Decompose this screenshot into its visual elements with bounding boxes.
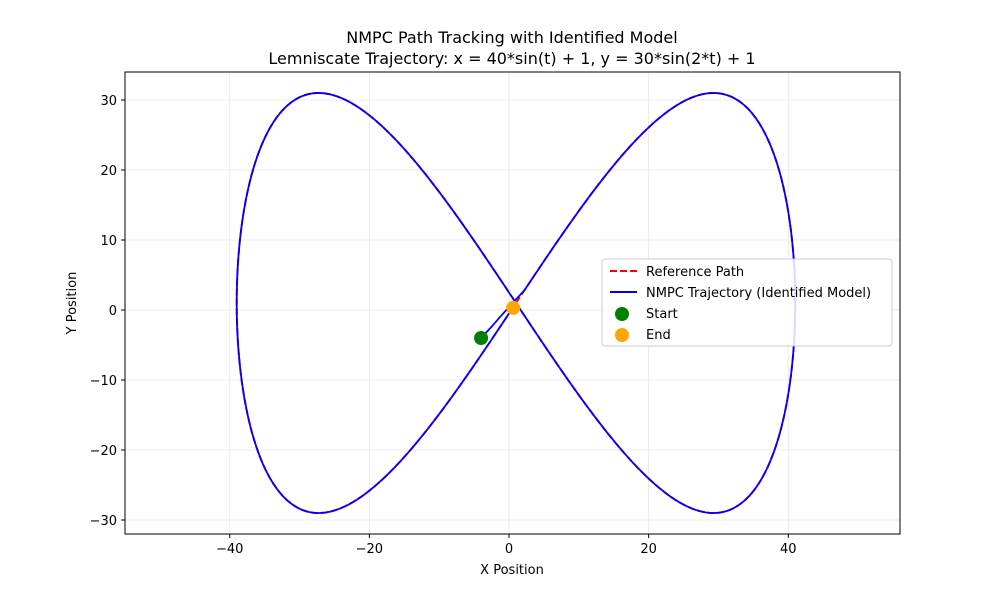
legend-end-swatch xyxy=(615,328,629,342)
x-tick-label: −20 xyxy=(356,542,383,557)
chart-subtitle: Lemniscate Trajectory: x = 40*sin(t) + 1… xyxy=(268,49,755,68)
y-axis-label: Y Position xyxy=(65,272,80,336)
x-tick-label: 20 xyxy=(640,542,657,557)
start-marker xyxy=(474,331,489,345)
legend-nmpc-trajectory-label: NMPC Trajectory (Identified Model) xyxy=(646,286,871,301)
legend-box xyxy=(601,258,893,347)
y-tick-label: −10 xyxy=(90,374,117,389)
y-tick-label: 30 xyxy=(100,94,117,109)
x-tick-label: 0 xyxy=(505,542,513,557)
legend: Reference Path NMPC Trajectory (Identifie… xyxy=(601,258,893,347)
y-tick-label: 10 xyxy=(100,234,117,249)
x-tick-label: 40 xyxy=(780,542,797,557)
end-marker xyxy=(506,300,521,315)
plot-frame xyxy=(124,71,901,535)
y-tick-label: −30 xyxy=(90,514,117,529)
y-tick-label: −20 xyxy=(90,444,117,459)
y-tick-label: 0 xyxy=(109,304,117,319)
series-layer xyxy=(235,91,797,515)
legend-end-label: End xyxy=(646,328,671,343)
axis-ticks: −40 −20 0 20 40 −30 −20 −10 0 10 20 30 xyxy=(90,94,797,557)
legend-reference-path-label: Reference Path xyxy=(646,265,744,280)
x-axis-label: X Position xyxy=(480,563,544,578)
y-tick-label: 20 xyxy=(100,164,117,179)
x-tick-label: −40 xyxy=(216,542,243,557)
legend-start-label: Start xyxy=(646,307,678,322)
chart-title: NMPC Path Tracking with Identified Model xyxy=(346,28,677,47)
legend-start-swatch xyxy=(615,307,629,321)
